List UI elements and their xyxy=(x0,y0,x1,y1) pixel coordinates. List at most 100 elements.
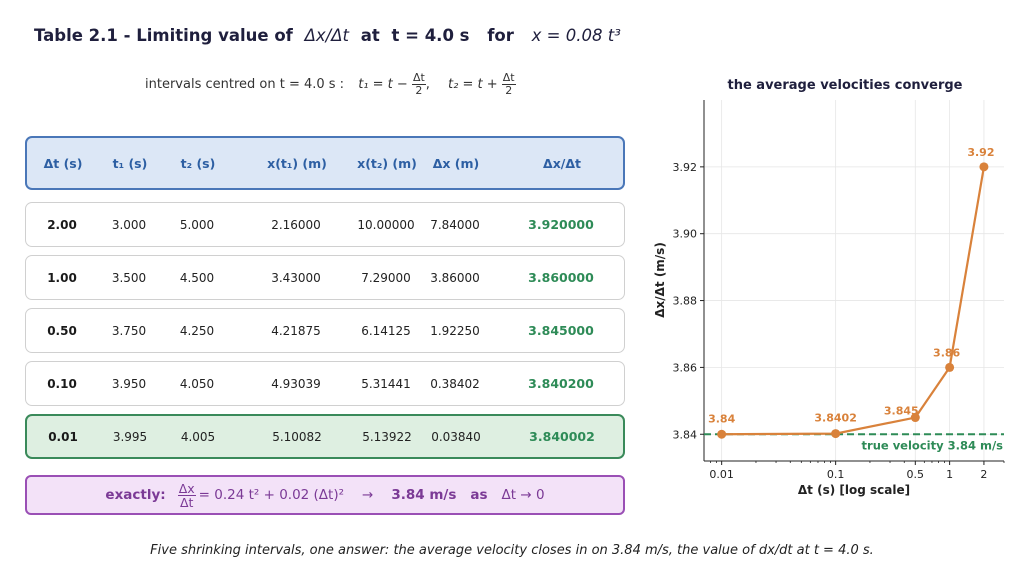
subtitle-t1: t₁ = t − xyxy=(358,77,408,92)
cell-dx: 0.38402 xyxy=(430,376,480,391)
cell-t2: 5.000 xyxy=(179,217,215,232)
table-header: Δt (s) t₁ (s) t₂ (s) x(t₁) (m) x(t₂) (m)… xyxy=(25,136,625,190)
title-prefix: Table 2.1 - Limiting value of xyxy=(34,26,293,45)
y-tick-label: 3.90 xyxy=(673,228,698,241)
cell-t1: 3.000 xyxy=(111,217,147,232)
subtitle-t1-fraction: Δt 2 xyxy=(411,71,426,97)
exact-result-box: exactly: Δx Δt = 0.24 t² + 0.02 (Δt)² → … xyxy=(25,475,625,515)
x-tick-label: 0.01 xyxy=(709,468,734,481)
cell-t2: 4.050 xyxy=(179,376,215,391)
y-tick-label: 3.86 xyxy=(673,361,698,374)
y-axis-label: Δx/Δt (m/s) xyxy=(653,242,667,318)
fraction-numerator: Δt xyxy=(411,71,426,85)
subtitle-text: intervals centred on t = 4.0 s : xyxy=(145,77,345,92)
data-label: 3.8402 xyxy=(814,412,856,425)
cell-t2: 4.250 xyxy=(179,323,215,338)
table-row: 1.00 3.500 4.500 3.43000 7.29000 3.86000… xyxy=(25,255,625,300)
cell-x-t1: 5.10082 xyxy=(272,429,322,444)
cell-x-t2: 7.29000 xyxy=(361,270,411,285)
data-point xyxy=(831,429,841,439)
data-label: 3.84 xyxy=(708,412,735,425)
cell-dt: 0.01 xyxy=(48,429,78,444)
cell-t1: 3.500 xyxy=(111,270,147,285)
cell-avg-velocity: 3.860000 xyxy=(528,270,594,285)
cell-t1: 3.950 xyxy=(111,376,147,391)
exact-expression: = 0.24 t² + 0.02 (Δt)² xyxy=(198,487,345,503)
cell-x-t2: 5.31441 xyxy=(361,376,411,391)
chart-grid xyxy=(704,100,1004,461)
cell-x-t2: 5.13922 xyxy=(362,429,412,444)
cell-t1: 3.750 xyxy=(111,323,147,338)
convergence-chart: the average velocities converge 3.84 3.86… xyxy=(653,78,1005,497)
subtitle-t2: t₂ = t + xyxy=(448,77,498,92)
x-tick-label: 0.5 xyxy=(907,468,925,481)
y-tick-label: 3.88 xyxy=(673,295,698,308)
cell-x-t1: 3.43000 xyxy=(271,270,321,285)
data-label: 3.86 xyxy=(933,346,960,359)
fraction-numerator: Δx xyxy=(177,480,196,496)
table-row-highlighted: 0.01 3.995 4.005 5.10082 5.13922 0.03840… xyxy=(25,414,625,459)
title-formula: x = 0.08 t³ xyxy=(531,26,621,45)
cell-t2: 4.500 xyxy=(179,270,215,285)
table-row: 0.10 3.950 4.050 4.93039 5.31441 0.38402… xyxy=(25,361,625,406)
page-title: Table 2.1 - Limiting value of Δx/Δt at t… xyxy=(34,26,621,45)
cell-x-t2: 10.00000 xyxy=(357,217,415,232)
reference-line-label: true velocity 3.84 m/s xyxy=(862,438,1004,452)
subtitle-t2-fraction: Δt 2 xyxy=(501,71,516,97)
cell-dt: 0.50 xyxy=(47,323,77,338)
cell-dt: 2.00 xyxy=(47,217,77,232)
table-row: 2.00 3.000 5.000 2.16000 10.00000 7.8400… xyxy=(25,202,625,247)
header-dt: Δt (s) xyxy=(43,155,83,171)
chart-title: the average velocities converge xyxy=(727,78,962,93)
x-tick-label: 1 xyxy=(946,468,953,481)
cell-t1: 3.995 xyxy=(112,429,148,444)
cell-avg-velocity: 3.840002 xyxy=(529,429,595,444)
header-t2: t₂ (s) xyxy=(180,155,216,171)
data-point xyxy=(717,429,727,439)
cell-x-t2: 6.14125 xyxy=(361,323,411,338)
x-axis-label: Δt (s) [log scale] xyxy=(798,483,910,497)
y-tick-label: 3.92 xyxy=(673,161,698,174)
title-t-value: t = 4.0 s xyxy=(391,26,470,45)
chart-series: 3.84 3.8402 3.845 3.86 3.92 xyxy=(708,146,994,439)
data-label: 3.92 xyxy=(967,146,994,159)
x-tick-label: 0.1 xyxy=(827,468,845,481)
caption: Five shrinking intervals, one answer: th… xyxy=(150,543,874,558)
fraction-denominator: 2 xyxy=(415,84,423,97)
title-for-label: for xyxy=(487,26,514,45)
title-ratio: Δx/Δt xyxy=(304,26,349,45)
exact-arrow: → xyxy=(362,487,374,503)
chart-axes: 3.84 3.86 3.88 3.90 3.92 0.01 0.1 0.5 1 2 xyxy=(673,100,1005,481)
header-x-t1: x(t₁) (m) xyxy=(267,155,327,171)
fraction-denominator: Δt xyxy=(179,494,194,510)
table-row: 0.50 3.750 4.250 4.21875 6.14125 1.92250… xyxy=(25,308,625,353)
header-t1: t₁ (s) xyxy=(112,155,148,171)
cell-avg-velocity: 3.840200 xyxy=(528,376,594,391)
cell-dx: 1.92250 xyxy=(430,323,480,338)
cell-dt: 1.00 xyxy=(47,270,77,285)
data-label: 3.845 xyxy=(884,405,919,418)
cell-dx: 3.86000 xyxy=(430,270,480,285)
subtitle: intervals centred on t = 4.0 s : t₁ = t … xyxy=(145,71,516,97)
cell-x-t1: 4.21875 xyxy=(271,323,321,338)
data-point xyxy=(979,162,989,172)
cell-x-t1: 2.16000 xyxy=(271,217,321,232)
exact-limit: Δt → 0 xyxy=(501,487,545,503)
header-dx: Δx (m) xyxy=(432,155,480,171)
header-x-t2: x(t₂) (m) xyxy=(357,155,417,171)
fraction-numerator: Δt xyxy=(501,71,516,85)
data-point xyxy=(910,413,920,423)
title-at-label: at xyxy=(360,26,380,45)
cell-dx: 7.84000 xyxy=(430,217,480,232)
cell-x-t1: 4.93039 xyxy=(271,376,321,391)
fraction-denominator: 2 xyxy=(505,84,513,97)
cell-t2: 4.005 xyxy=(180,429,216,444)
x-tick-label: 2 xyxy=(980,468,987,481)
header-avg-velocity: Δx/Δt xyxy=(543,155,581,171)
cell-dx: 0.03840 xyxy=(431,429,481,444)
exact-as-label: as xyxy=(470,487,488,503)
reference-line-group: true velocity 3.84 m/s xyxy=(704,433,1004,452)
cell-dt: 0.10 xyxy=(47,376,77,391)
exact-result: 3.84 m/s xyxy=(391,487,457,503)
y-tick-label: 3.84 xyxy=(673,428,698,441)
